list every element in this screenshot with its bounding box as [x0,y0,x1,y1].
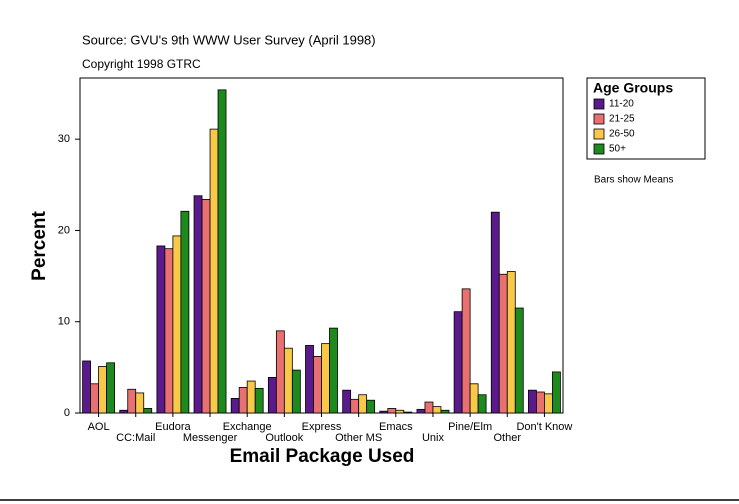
note: Bars show Means [594,175,673,186]
bar [477,394,487,414]
legend-box [586,77,706,160]
x-tick-label: Pine/Elm [448,421,492,433]
x-tick-label: AOL [88,421,110,433]
bar [254,387,264,414]
source: Source: GVU's 9th WWW User Survey (April… [82,32,376,47]
x-tick-label: Messenger [183,432,238,444]
bar [424,401,434,414]
bar [321,343,330,414]
bar [127,388,137,414]
bar [552,371,561,414]
legend-swatch [593,113,605,125]
legend-label: 26-50 [609,129,635,140]
bar [395,409,405,414]
legend-title: Age Groups [593,80,673,96]
bar [536,391,545,414]
bar [461,288,471,414]
x-tick-label: Other MS [335,432,382,444]
y-tick-label: 30 [58,133,70,145]
bar [498,273,508,414]
bar [90,383,99,414]
bar [416,408,426,414]
bar [172,235,182,414]
x-tick-label: Express [302,421,342,433]
legend-swatch [593,98,605,110]
bar [238,387,248,414]
bar [490,211,500,414]
x-tick-label: CC:Mail [116,432,155,444]
x-tick-label: Unix [422,432,445,444]
bar [119,409,129,414]
bar [305,345,314,414]
bar [143,408,153,414]
bar [106,362,115,414]
legend-label: 50+ [609,144,626,155]
x-tick-label: Emacs [379,421,413,433]
bar [358,394,368,414]
legend-label: 11-20 [609,99,634,110]
bar [329,327,338,414]
bar [291,369,301,414]
y-tick-label: 20 [58,224,70,236]
bar [275,330,285,414]
bar [217,89,227,414]
bar [82,360,91,414]
bar [98,366,107,414]
bar [156,245,166,414]
bar [164,248,174,414]
x-axis-label: Email Package Used [230,446,415,467]
bar [379,410,389,414]
bar [201,199,211,414]
bar [469,383,479,414]
legend-label: 21-25 [609,114,635,125]
x-tick-label: Exchange [223,421,272,433]
bar [514,307,524,414]
bar [432,406,442,414]
y-axis-label: Percent [29,210,50,280]
bar [350,398,360,414]
x-tick-label: Eudora [155,421,191,433]
bar [180,210,190,414]
bar [283,347,293,414]
x-tick-label: Other [494,432,522,444]
x-tick-label: Don't Know [516,421,572,433]
bar [267,377,277,414]
x-tick-label: Outlook [265,432,303,444]
bar [528,389,537,414]
bar [387,408,397,414]
bar [230,397,240,414]
copyright: Copyright 1998 GTRC [82,57,201,71]
bar [342,389,352,414]
bar [453,311,463,414]
bar [135,392,145,414]
bar [506,271,516,414]
bar [246,380,256,414]
bar [313,356,322,414]
y-tick-label: 10 [58,316,70,328]
bar [366,399,376,414]
bar [403,411,413,414]
bar [440,409,450,414]
legend-swatch [593,143,605,155]
y-tick-label: 0 [64,407,70,419]
legend-swatch [593,128,605,140]
bar [209,128,219,414]
bar [193,195,203,414]
bar [544,393,553,414]
